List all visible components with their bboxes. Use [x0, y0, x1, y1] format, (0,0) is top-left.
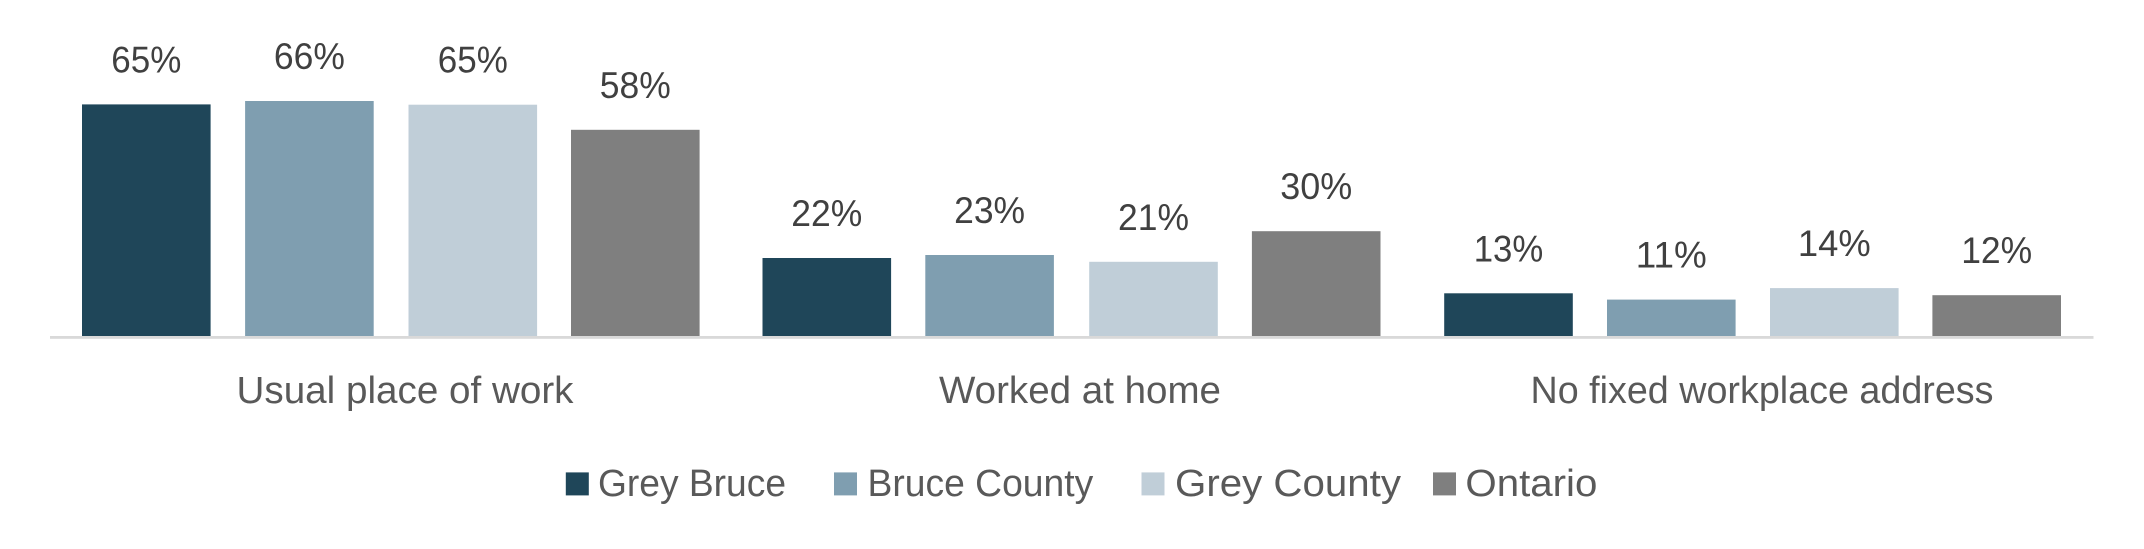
svg-text:Usual place of work: Usual place of work	[237, 370, 575, 412]
svg-text:No fixed workplace address: No fixed workplace address	[1531, 370, 1994, 412]
svg-text:Bruce County: Bruce County	[868, 463, 1094, 505]
svg-text:Grey County: Grey County	[1175, 463, 1401, 505]
svg-text:65%: 65%	[111, 39, 181, 80]
svg-text:11%: 11%	[1636, 235, 1707, 276]
svg-text:13%: 13%	[1474, 228, 1544, 269]
svg-text:22%: 22%	[791, 193, 862, 234]
svg-text:23%: 23%	[954, 190, 1025, 231]
svg-text:Worked at home: Worked at home	[939, 370, 1221, 412]
svg-text:58%: 58%	[600, 65, 671, 106]
svg-text:30%: 30%	[1280, 166, 1352, 207]
svg-text:Ontario: Ontario	[1465, 463, 1597, 505]
svg-text:12%: 12%	[1961, 230, 2032, 271]
svg-text:Grey Bruce: Grey Bruce	[598, 463, 786, 505]
svg-text:66%: 66%	[274, 36, 345, 77]
svg-text:65%: 65%	[438, 40, 508, 81]
svg-text:21%: 21%	[1118, 197, 1189, 238]
svg-text:14%: 14%	[1798, 223, 1871, 264]
